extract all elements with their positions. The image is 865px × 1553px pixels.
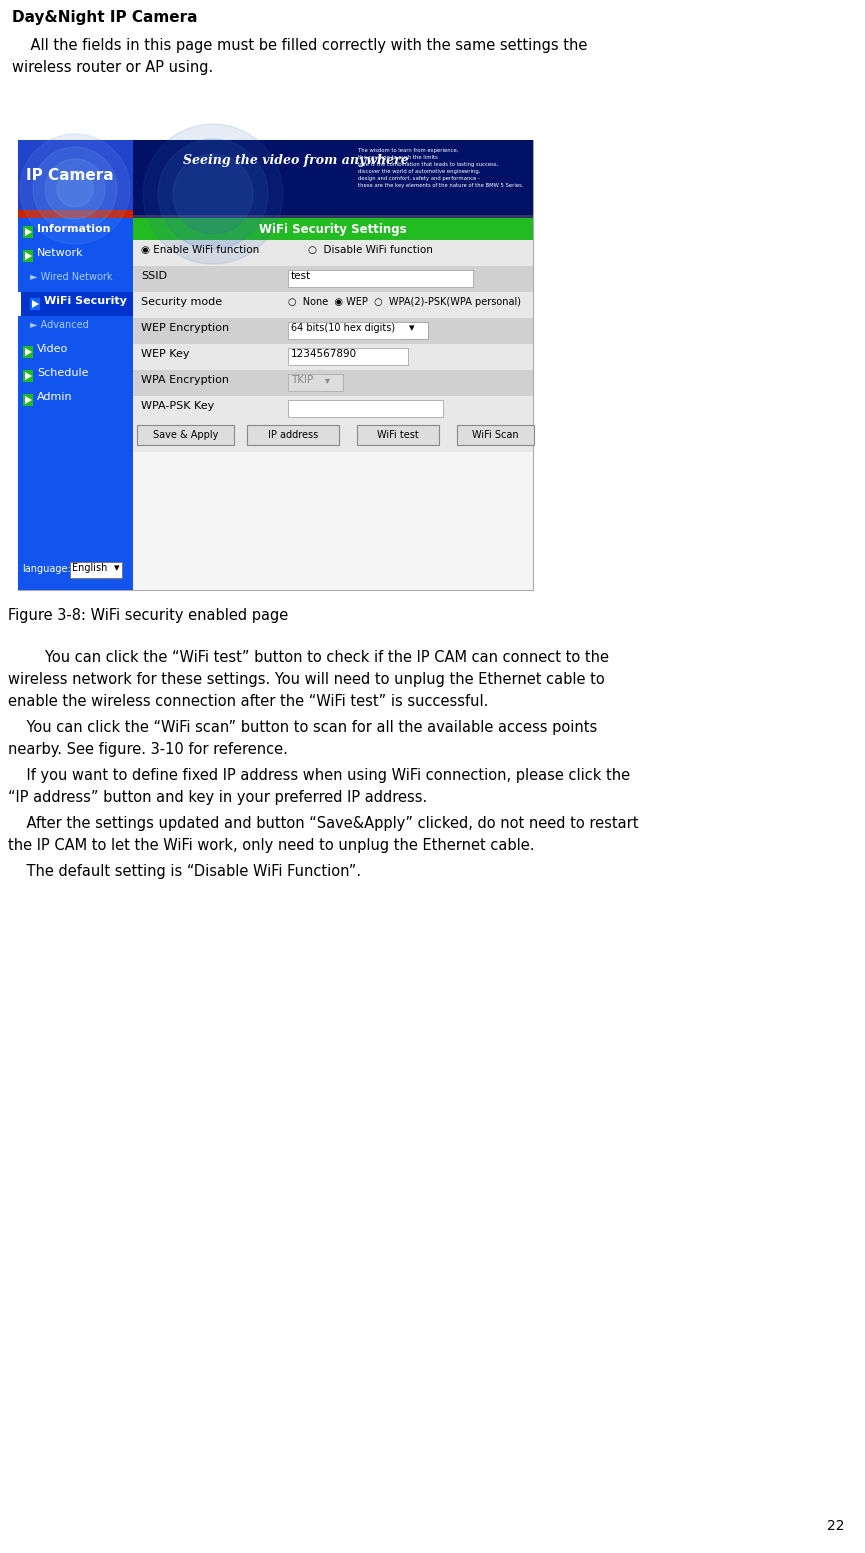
Bar (18, 140, 133, 217)
Bar (133, 241, 533, 266)
Text: SSID: SSID (141, 272, 167, 281)
Text: wireless network for these settings. You will need to unplug the Ethernet cable : wireless network for these settings. You… (8, 672, 605, 686)
Text: TKIP: TKIP (291, 374, 313, 385)
Polygon shape (32, 300, 39, 307)
FancyBboxPatch shape (288, 374, 343, 391)
Bar (133, 345, 533, 370)
Circle shape (20, 134, 130, 244)
Bar (133, 266, 533, 292)
Bar (133, 422, 533, 452)
Text: WEP Key: WEP Key (141, 349, 189, 359)
Text: You can click the “WiFi test” button to check if the IP CAM can connect to the: You can click the “WiFi test” button to … (8, 651, 609, 665)
Polygon shape (25, 348, 32, 356)
Bar (133, 217, 533, 241)
Bar (133, 396, 533, 422)
Text: 22: 22 (828, 1519, 845, 1533)
Text: ○  None  ◉ WEP  ○  WPA(2)-PSK(WPA personal): ○ None ◉ WEP ○ WPA(2)-PSK(WPA personal) (288, 297, 521, 307)
Text: Network: Network (37, 248, 84, 258)
Text: WPA Encryption: WPA Encryption (141, 374, 229, 385)
Text: enable the wireless connection after the “WiFi test” is successful.: enable the wireless connection after the… (8, 694, 489, 710)
Bar (323, 374, 343, 391)
Text: IP address: IP address (268, 430, 318, 439)
Bar (18, 210, 133, 217)
Text: If you want to define fixed IP address when using WiFi connection, please click : If you want to define fixed IP address w… (8, 769, 630, 783)
Text: WiFi test: WiFi test (377, 430, 419, 439)
Text: ◉ Enable WiFi function: ◉ Enable WiFi function (141, 245, 260, 255)
Bar (18, 217, 133, 590)
Text: All the fields in this page must be filled correctly with the same settings the: All the fields in this page must be fill… (12, 37, 587, 53)
Text: WiFi Security Settings: WiFi Security Settings (260, 222, 407, 236)
Text: Figure 3-8: WiFi security enabled page: Figure 3-8: WiFi security enabled page (8, 609, 288, 623)
Polygon shape (25, 373, 32, 380)
FancyBboxPatch shape (247, 426, 339, 446)
Bar (133, 140, 533, 217)
Bar (133, 292, 533, 318)
Text: Seeing the video from anywhere: Seeing the video from anywhere (183, 154, 409, 168)
Circle shape (143, 124, 283, 264)
FancyBboxPatch shape (288, 401, 443, 418)
Circle shape (45, 158, 105, 219)
Bar (23, 394, 33, 405)
Polygon shape (25, 252, 32, 259)
Text: English: English (72, 564, 107, 573)
FancyBboxPatch shape (457, 426, 534, 446)
Text: ▾: ▾ (114, 564, 119, 573)
Polygon shape (25, 228, 32, 236)
Circle shape (158, 140, 268, 248)
Text: WiFi Security: WiFi Security (44, 297, 127, 306)
Text: You can click the “WiFi scan” button to scan for all the available access points: You can click the “WiFi scan” button to … (8, 721, 597, 735)
Circle shape (33, 148, 117, 231)
Text: ▾: ▾ (325, 374, 330, 385)
Text: Day&Night IP Camera: Day&Night IP Camera (12, 9, 197, 25)
Text: Security mode: Security mode (141, 297, 222, 307)
Text: language:: language: (22, 564, 71, 575)
Text: Save & Apply: Save & Apply (153, 430, 218, 439)
Text: wireless router or AP using.: wireless router or AP using. (12, 61, 214, 75)
Text: After the settings updated and button “Save&Apply” clicked, do not need to resta: After the settings updated and button “S… (8, 815, 638, 831)
Text: ○  Disable WiFi function: ○ Disable WiFi function (308, 245, 432, 255)
Text: ► Wired Network: ► Wired Network (30, 272, 112, 283)
Bar (133, 370, 533, 396)
Text: The wisdom to learn from experience,
the courage to push the limits
love is the : The wisdom to learn from experience, the… (358, 148, 523, 188)
Bar (23, 370, 33, 382)
Text: “IP address” button and key in your preferred IP address.: “IP address” button and key in your pref… (8, 790, 427, 804)
FancyBboxPatch shape (70, 562, 122, 578)
Circle shape (173, 154, 253, 235)
Text: ► Advanced: ► Advanced (30, 320, 89, 329)
FancyBboxPatch shape (137, 426, 234, 446)
Text: the IP CAM to let the WiFi work, only need to unplug the Ethernet cable.: the IP CAM to let the WiFi work, only ne… (8, 839, 535, 853)
Text: WEP Encryption: WEP Encryption (141, 323, 229, 332)
FancyBboxPatch shape (288, 321, 428, 339)
Bar (133, 318, 533, 345)
Bar (23, 250, 33, 262)
Text: WiFi Scan: WiFi Scan (472, 430, 519, 439)
Text: Admin: Admin (37, 391, 73, 402)
Text: WPA-PSK Key: WPA-PSK Key (141, 401, 215, 412)
Bar (18, 140, 533, 590)
Bar (23, 346, 33, 359)
Polygon shape (25, 396, 32, 404)
Bar (30, 298, 40, 311)
Text: The default setting is “Disable WiFi Function”.: The default setting is “Disable WiFi Fun… (8, 863, 361, 879)
FancyBboxPatch shape (357, 426, 439, 446)
Text: Information: Information (37, 224, 111, 235)
Bar (18, 292, 133, 315)
Text: Schedule: Schedule (37, 368, 88, 377)
Text: ▾: ▾ (409, 323, 414, 332)
Bar (133, 214, 533, 217)
Text: IP Camera: IP Camera (26, 168, 113, 183)
Text: 1234567890: 1234567890 (291, 349, 357, 359)
Bar (23, 227, 33, 238)
Bar (406, 321, 428, 339)
Circle shape (57, 171, 93, 207)
FancyBboxPatch shape (288, 348, 408, 365)
Text: test: test (291, 272, 311, 281)
Text: Video: Video (37, 345, 68, 354)
FancyBboxPatch shape (288, 270, 473, 287)
Bar (18, 292, 21, 315)
Text: nearby. See figure. 3-10 for reference.: nearby. See figure. 3-10 for reference. (8, 742, 288, 756)
Text: 64 bits(10 hex digits): 64 bits(10 hex digits) (291, 323, 395, 332)
